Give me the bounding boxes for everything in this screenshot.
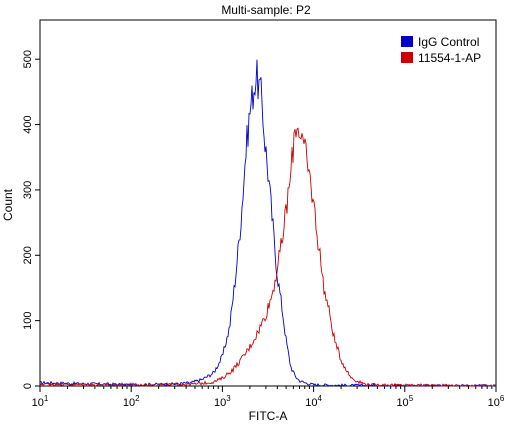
x-axis-label: FITC-A — [249, 409, 288, 423]
y-tick-label: 500 — [22, 50, 34, 68]
y-tick-label: 100 — [22, 311, 34, 329]
legend-swatch — [401, 52, 413, 63]
y-axis-label: Count — [1, 188, 15, 221]
x-tick-label: 102 — [123, 394, 140, 409]
y-tick-label: 300 — [22, 181, 34, 199]
legend-label: 11554-1-AP — [418, 51, 481, 65]
chart-title: Multi-sample: P2 — [221, 3, 311, 17]
x-tick-label: 103 — [214, 394, 231, 409]
y-tick-label: 400 — [22, 115, 34, 133]
y-tick-label: 200 — [22, 246, 34, 264]
plot-series — [39, 59, 497, 388]
x-tick-label: 101 — [32, 394, 49, 409]
x-tick-label: 106 — [488, 394, 505, 409]
series-line — [39, 127, 497, 387]
x-axis: 101 102 103 104 105 106 — [32, 386, 505, 409]
plot-frame — [39, 19, 497, 387]
x-tick-label: 104 — [305, 394, 322, 409]
y-axis: 0 100 200 300 400 500 — [22, 50, 40, 389]
x-tick-label: 105 — [396, 394, 413, 409]
y-tick-label: 0 — [22, 383, 34, 389]
legend: IgG Control 11554-1-AP — [401, 35, 481, 65]
legend-label: IgG Control — [418, 35, 479, 49]
legend-swatch — [401, 36, 413, 47]
